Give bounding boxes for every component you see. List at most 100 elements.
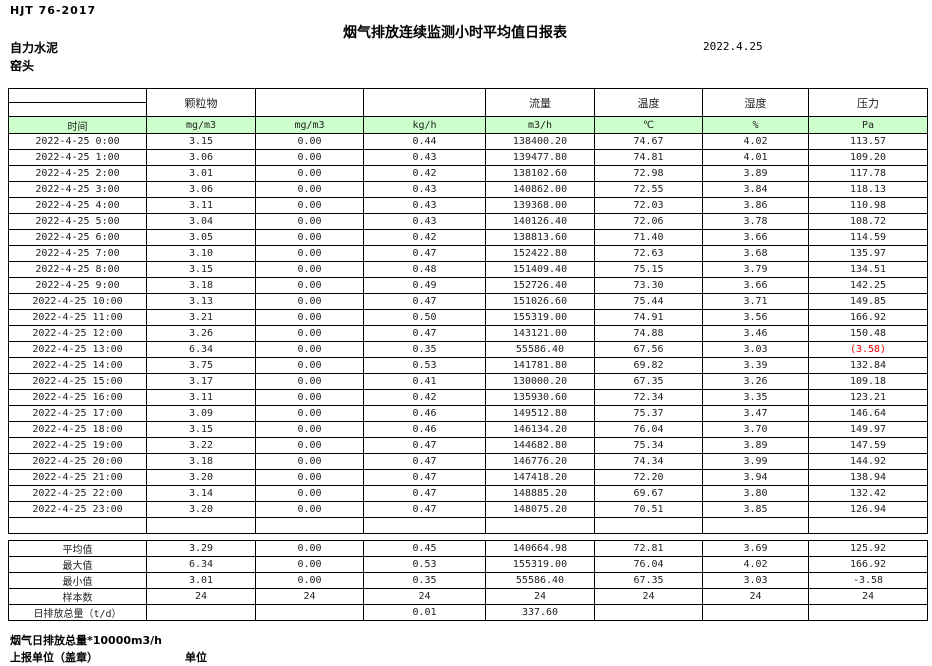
value-cell: 0.00 [255, 245, 364, 262]
value-cell: 67.35 [594, 373, 703, 390]
value-cell: 4.02 [702, 133, 809, 150]
value-cell: 149.97 [808, 421, 928, 438]
summary-value-cell: 125.92 [808, 540, 928, 557]
value-cell: 3.89 [702, 437, 809, 454]
value-cell: 0.47 [363, 437, 486, 454]
value-cell: 134.51 [808, 261, 928, 278]
unit-time: 时间 [8, 116, 147, 134]
table-row: 2022-4-25 7:00 3.10 0.00 0.47 152422.80 72.63… [8, 245, 928, 262]
value-cell: 108.72 [808, 213, 928, 230]
value-cell: 118.13 [808, 181, 928, 198]
value-cell: 0.43 [363, 181, 486, 198]
summary-value-cell: 0.00 [255, 556, 364, 573]
empty-cell [363, 517, 486, 534]
value-cell: 3.05 [146, 229, 256, 246]
summary-value-cell: 3.69 [702, 540, 809, 557]
value-cell: 75.34 [594, 437, 703, 454]
footer-note: 烟气日排放总量*10000m3/h [10, 634, 162, 647]
value-cell: 0.00 [255, 373, 364, 390]
hourly-data-table: 颗粒物 流量 温度 湿度 压力 时间 mg/m3 mg/m3 kg/h m3/h… [8, 88, 928, 534]
summary-value-cell: 24 [702, 588, 809, 605]
summary-value-cell: 0.00 [255, 540, 364, 557]
value-cell: 148075.20 [485, 501, 595, 518]
value-cell: 3.75 [146, 357, 256, 374]
empty-cell [702, 517, 809, 534]
table-row: 2022-4-25 14:00 3.75 0.00 0.53 141781.80 69.8… [8, 357, 928, 374]
value-cell: 3.13 [146, 293, 256, 310]
value-cell: 72.98 [594, 165, 703, 182]
value-cell: 138400.20 [485, 133, 595, 150]
time-cell: 2022-4-25 8:00 [8, 261, 147, 278]
value-cell: 3.06 [146, 149, 256, 166]
table-row: 2022-4-25 17:00 3.09 0.00 0.46 149512.80 75.3… [8, 405, 928, 422]
company-name: 自力水泥 [10, 41, 59, 55]
footer-report-unit: 上报单位（盖章） [10, 651, 98, 664]
header-humidity: 湿度 [702, 88, 809, 117]
time-cell: 2022-4-25 19:00 [8, 437, 147, 454]
value-cell: 0.00 [255, 181, 364, 198]
header-blank-2 [255, 88, 364, 117]
header-blank-3 [363, 88, 486, 117]
summary-label-cell: 最小值 [8, 572, 147, 589]
value-cell: 146.64 [808, 405, 928, 422]
value-cell: 126.94 [808, 501, 928, 518]
value-cell: 144682.80 [485, 437, 595, 454]
value-cell: 152422.80 [485, 245, 595, 262]
page-title: 烟气排放连续监测小时平均值日报表 [343, 25, 567, 41]
time-cell: 2022-4-25 10:00 [8, 293, 147, 310]
value-cell: 3.99 [702, 453, 809, 470]
time-cell: 2022-4-25 5:00 [8, 213, 147, 230]
value-cell: 0.46 [363, 405, 486, 422]
unit-percent: % [702, 116, 809, 134]
summary-value-cell: 4.02 [702, 556, 809, 573]
value-cell: 0.46 [363, 421, 486, 438]
value-cell: 0.42 [363, 229, 486, 246]
value-cell: 3.80 [702, 485, 809, 502]
value-cell: 135930.60 [485, 389, 595, 406]
unit-pa: Pa [808, 116, 928, 134]
value-cell: 150.48 [808, 325, 928, 342]
value-cell: 109.18 [808, 373, 928, 390]
value-cell: 3.09 [146, 405, 256, 422]
value-cell: 0.00 [255, 309, 364, 326]
table-row: 2022-4-25 10:00 3.13 0.00 0.47 151026.60 75.4… [8, 293, 928, 310]
value-cell: 0.00 [255, 277, 364, 294]
value-cell: 0.00 [255, 341, 364, 358]
empty-cell [485, 517, 595, 534]
table-row: 2022-4-25 8:00 3.15 0.00 0.48 151409.40 75.15… [8, 261, 928, 278]
empty-row [8, 517, 928, 534]
summary-value-cell: 72.81 [594, 540, 703, 557]
unit-mg2: mg/m3 [255, 116, 364, 134]
value-cell: 147.59 [808, 437, 928, 454]
value-cell: 3.17 [146, 373, 256, 390]
time-cell: 2022-4-25 6:00 [8, 229, 147, 246]
time-cell: 2022-4-25 22:00 [8, 485, 147, 502]
value-cell: 0.00 [255, 133, 364, 150]
value-cell: 0.00 [255, 213, 364, 230]
time-cell: 2022-4-25 14:00 [8, 357, 147, 374]
summary-value-cell: 24 [363, 588, 486, 605]
table-row: 2022-4-25 0:00 3.15 0.00 0.44 138400.20 74.67… [8, 133, 928, 150]
value-cell: 3.14 [146, 485, 256, 502]
value-cell: 0.00 [255, 469, 364, 486]
header-blank-cell [8, 88, 147, 103]
summary-value-cell: 55586.40 [485, 572, 595, 589]
header-pressure: 压力 [808, 88, 928, 117]
value-cell: 3.26 [702, 373, 809, 390]
time-cell: 2022-4-25 23:00 [8, 501, 147, 518]
summary-value-cell [808, 604, 928, 621]
value-cell: 74.81 [594, 149, 703, 166]
value-cell: 74.88 [594, 325, 703, 342]
value-cell: 0.47 [363, 469, 486, 486]
empty-cell [255, 517, 364, 534]
time-cell: 2022-4-25 2:00 [8, 165, 147, 182]
value-cell: 3.11 [146, 197, 256, 214]
value-cell: 69.67 [594, 485, 703, 502]
value-cell: 72.34 [594, 389, 703, 406]
summary-row: 平均值 3.29 0.00 0.45 140664.98 72.81 3.69 125.92 [8, 540, 928, 557]
value-cell: 3.18 [146, 277, 256, 294]
value-cell: 0.47 [363, 453, 486, 470]
table-row: 2022-4-25 6:00 3.05 0.00 0.42 138813.60 71.40… [8, 229, 928, 246]
time-cell: 2022-4-25 9:00 [8, 277, 147, 294]
group-header-row: 颗粒物 流量 温度 湿度 压力 [8, 88, 928, 117]
